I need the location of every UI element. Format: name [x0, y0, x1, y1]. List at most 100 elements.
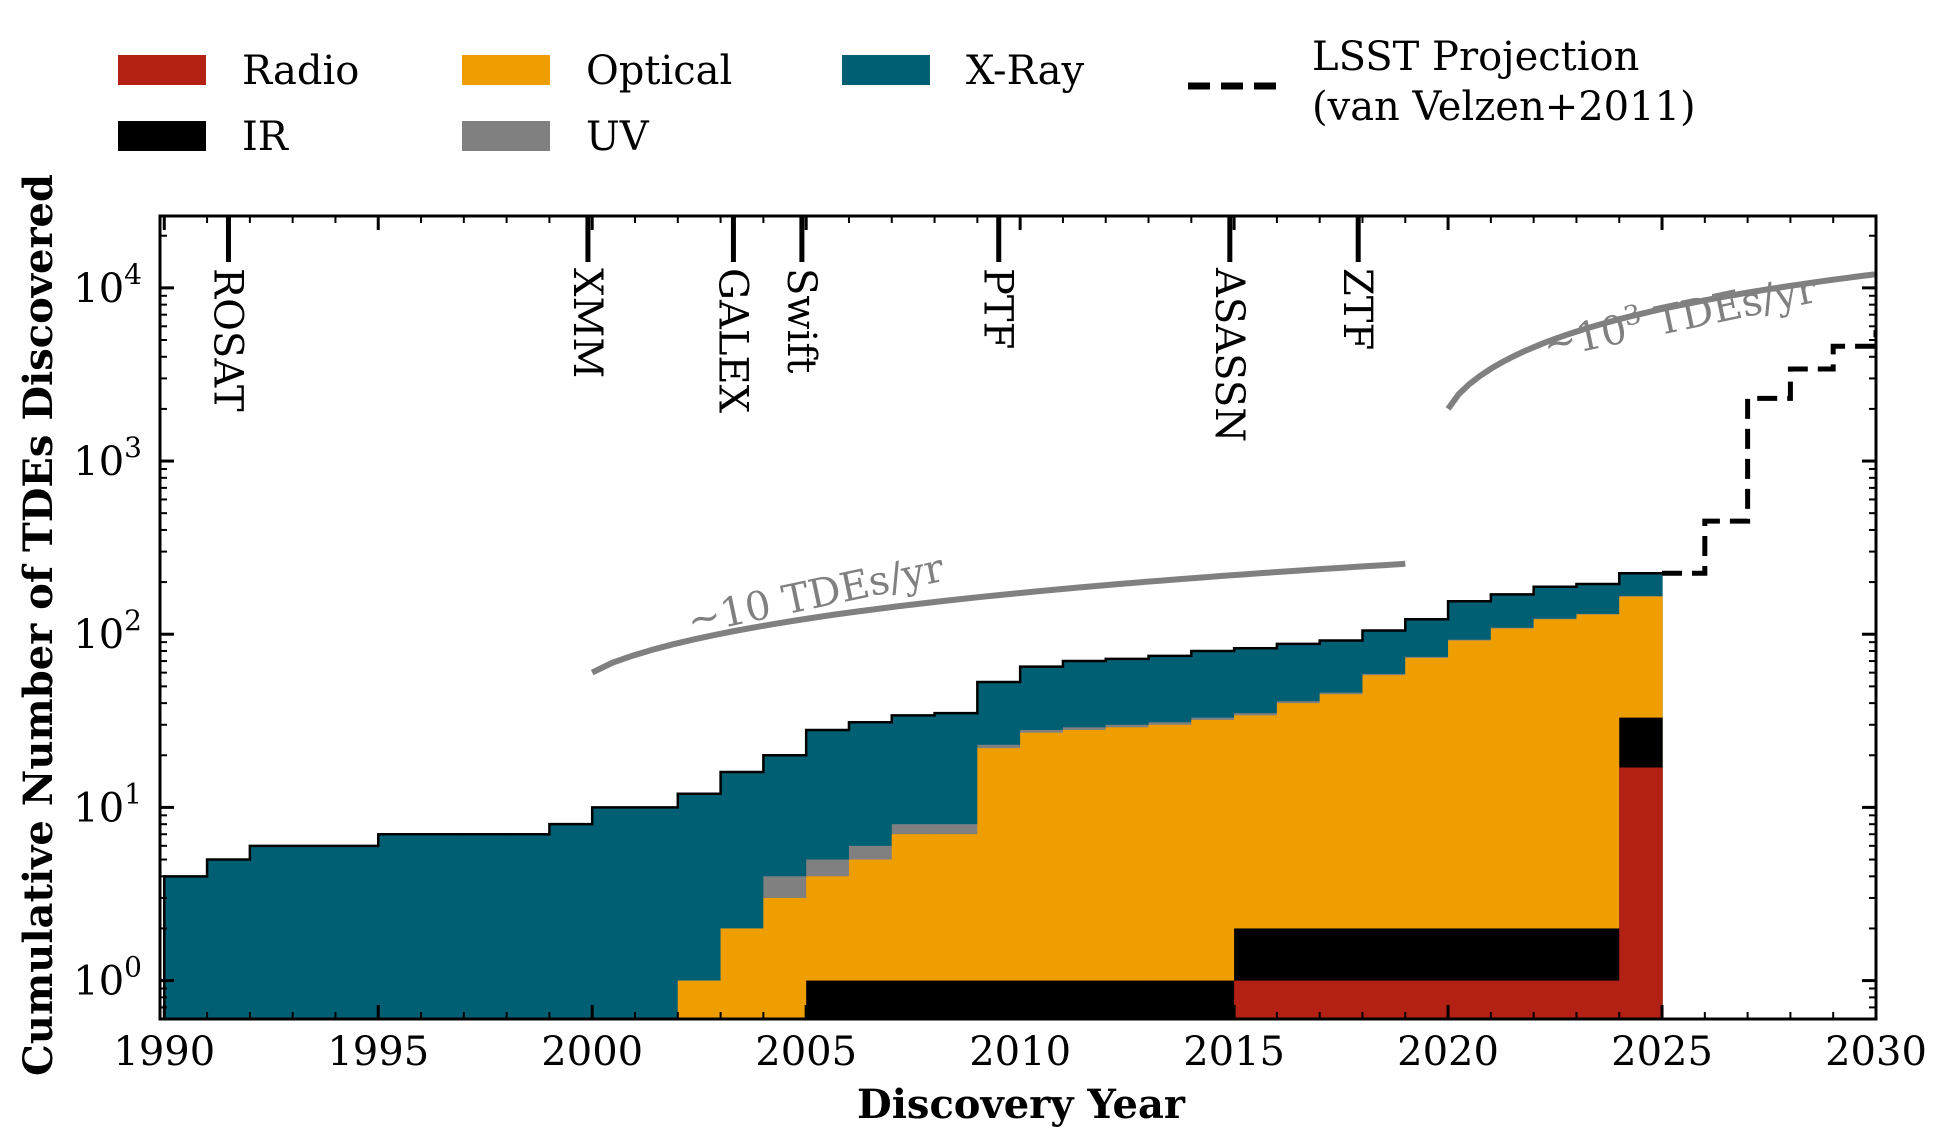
bar-xray-1994	[335, 845, 379, 1019]
bar-xray-1993	[292, 845, 337, 1019]
y-tick-label-1000: 103	[73, 431, 142, 485]
rate-label-1000-prefix: ~10	[1539, 306, 1631, 369]
bar-radio-2015	[1234, 980, 1278, 1019]
y-tick-label-exp: 4	[124, 258, 142, 291]
x-tick-label-1990: 1990	[113, 1029, 215, 1075]
plot-frame	[158, 214, 1878, 1021]
bar-xray-1991	[207, 859, 251, 1019]
rate-curve-2	[1445, 271, 1876, 411]
legend-label-xray: X-Ray	[966, 48, 1084, 94]
bar-radio-2019	[1405, 980, 1449, 1019]
mission-label-galex: GALEX	[709, 268, 755, 414]
mission-markers: ROSAT XMM GALEX Swift PTF ASASSN ZTF	[204, 216, 1380, 442]
bar-radio-2023	[1576, 980, 1620, 1019]
bar-xray-1990	[164, 876, 208, 1019]
rate-curve-1	[590, 560, 1406, 676]
legend-label-ir: IR	[242, 114, 290, 160]
bar-optical-2011	[1062, 729, 1107, 1019]
total-outline	[163, 571, 1663, 1019]
rate-label-1000-exp: 3	[1621, 299, 1644, 333]
y-tick-label-exp: 1	[124, 777, 142, 810]
rate-label-10: ~10 TDEs/yr	[683, 545, 949, 644]
legend-label-lsst-line2: (van Velzen+2011)	[1312, 84, 1696, 130]
bar-ir-2006	[848, 980, 893, 1019]
legend-label-lsst-line1: LSST Projection	[1312, 34, 1639, 80]
y-tick-label-1: 100	[73, 951, 142, 1005]
bar-radio-2016	[1276, 980, 1321, 1019]
y-tick-label-100: 102	[73, 604, 142, 658]
bar-ir-2008	[934, 980, 978, 1019]
x-tick-label-2000: 2000	[541, 1029, 643, 1075]
bar-optical-2009	[977, 748, 1021, 1019]
legend: Radio IR Optical UV X-Ray LSST Projection(van…	[118, 34, 1696, 160]
bar-xray-2000	[592, 807, 636, 1019]
axis-labels: Discovery Year Cumulative Number of TDEs…	[15, 174, 1186, 1128]
bar-ir-2005	[806, 980, 850, 1019]
y-tick-label-base: 10	[73, 959, 124, 1005]
bar-optical-2004	[763, 897, 807, 1019]
bar-optical-2014	[1191, 719, 1235, 1019]
mission-label-rosat: ROSAT	[204, 268, 250, 412]
bar-radio-2022	[1533, 980, 1578, 1019]
mission-label-ztf: ZTF	[1334, 268, 1380, 350]
y-tick-label-base: 10	[73, 612, 124, 658]
bar-ir-2013	[1148, 980, 1192, 1019]
bar-radio-2024	[1619, 767, 1663, 1019]
x-tick-label-1995: 1995	[327, 1029, 429, 1075]
x-tick-label-2030: 2030	[1825, 1029, 1927, 1075]
axes-layer: 1990 1995 2000 2005 2010 2015 2020 2025 20301001…	[73, 214, 1927, 1075]
mission-label-xmm: XMM	[564, 268, 610, 378]
bar-ir-2012	[1105, 980, 1150, 1019]
y-axis-label: Cumulative Number of TDEs Discovered	[15, 174, 62, 1076]
bar-ir-2011	[1062, 980, 1107, 1019]
legend-swatch-ir	[118, 121, 206, 151]
stacked-area-layer	[164, 573, 1663, 1019]
mission-label-asassn: ASASSN	[1206, 267, 1252, 442]
y-tick-label-10000: 104	[73, 258, 142, 312]
x-tick-label-2005: 2005	[755, 1029, 857, 1075]
bar-xray-2001	[635, 807, 679, 1019]
bar-radio-2021	[1490, 980, 1535, 1019]
legend-swatch-radio	[118, 55, 206, 85]
bar-xray-1992	[249, 845, 294, 1019]
y-tick-label-exp: 2	[124, 604, 142, 637]
bar-ir-2007	[891, 980, 936, 1019]
bar-radio-2018	[1362, 980, 1406, 1019]
legend-label-optical: Optical	[586, 48, 732, 94]
rate-label-1000-suffix: TDEs/yr	[1638, 266, 1821, 348]
y-tick-label-base: 10	[73, 785, 124, 831]
y-tick-label-10: 101	[73, 777, 142, 831]
bar-radio-2020	[1448, 980, 1492, 1019]
bar-xray-1997	[463, 834, 508, 1019]
y-tick-label-exp: 3	[124, 431, 142, 464]
legend-swatch-xray	[842, 55, 930, 85]
bar-ir-2010	[1020, 980, 1064, 1019]
bar-xray-1995	[378, 834, 422, 1019]
bar-ir-2014	[1191, 980, 1235, 1019]
mission-label-swift: Swift	[778, 268, 824, 373]
y-tick-label-base: 10	[73, 439, 124, 485]
bar-xray-1999	[549, 824, 593, 1019]
y-tick-label-base: 10	[73, 266, 124, 312]
x-tick-label-2010: 2010	[969, 1029, 1071, 1075]
bar-optical-2002	[677, 980, 722, 1019]
bar-optical-2012	[1105, 727, 1150, 1019]
lsst-projection-line	[1662, 330, 1876, 576]
bar-radio-2017	[1319, 980, 1364, 1019]
bar-optical-2010	[1020, 732, 1064, 1019]
legend-swatch-uv	[462, 121, 550, 151]
rate-label-1000: ~103 TDEs/yr	[1538, 262, 1821, 369]
x-tick-label-2025: 2025	[1611, 1029, 1713, 1075]
x-axis-label: Discovery Year	[857, 1081, 1186, 1128]
bar-xray-1998	[506, 834, 551, 1019]
legend-label-radio: Radio	[242, 48, 359, 94]
bar-xray-1996	[421, 834, 465, 1019]
y-tick-label-exp: 0	[124, 951, 142, 984]
legend-label-uv: UV	[586, 114, 650, 160]
bar-ir-2009	[977, 980, 1021, 1019]
x-tick-label-2020: 2020	[1397, 1029, 1499, 1075]
bar-optical-2013	[1148, 724, 1192, 1019]
mission-label-ptf: PTF	[975, 268, 1021, 349]
